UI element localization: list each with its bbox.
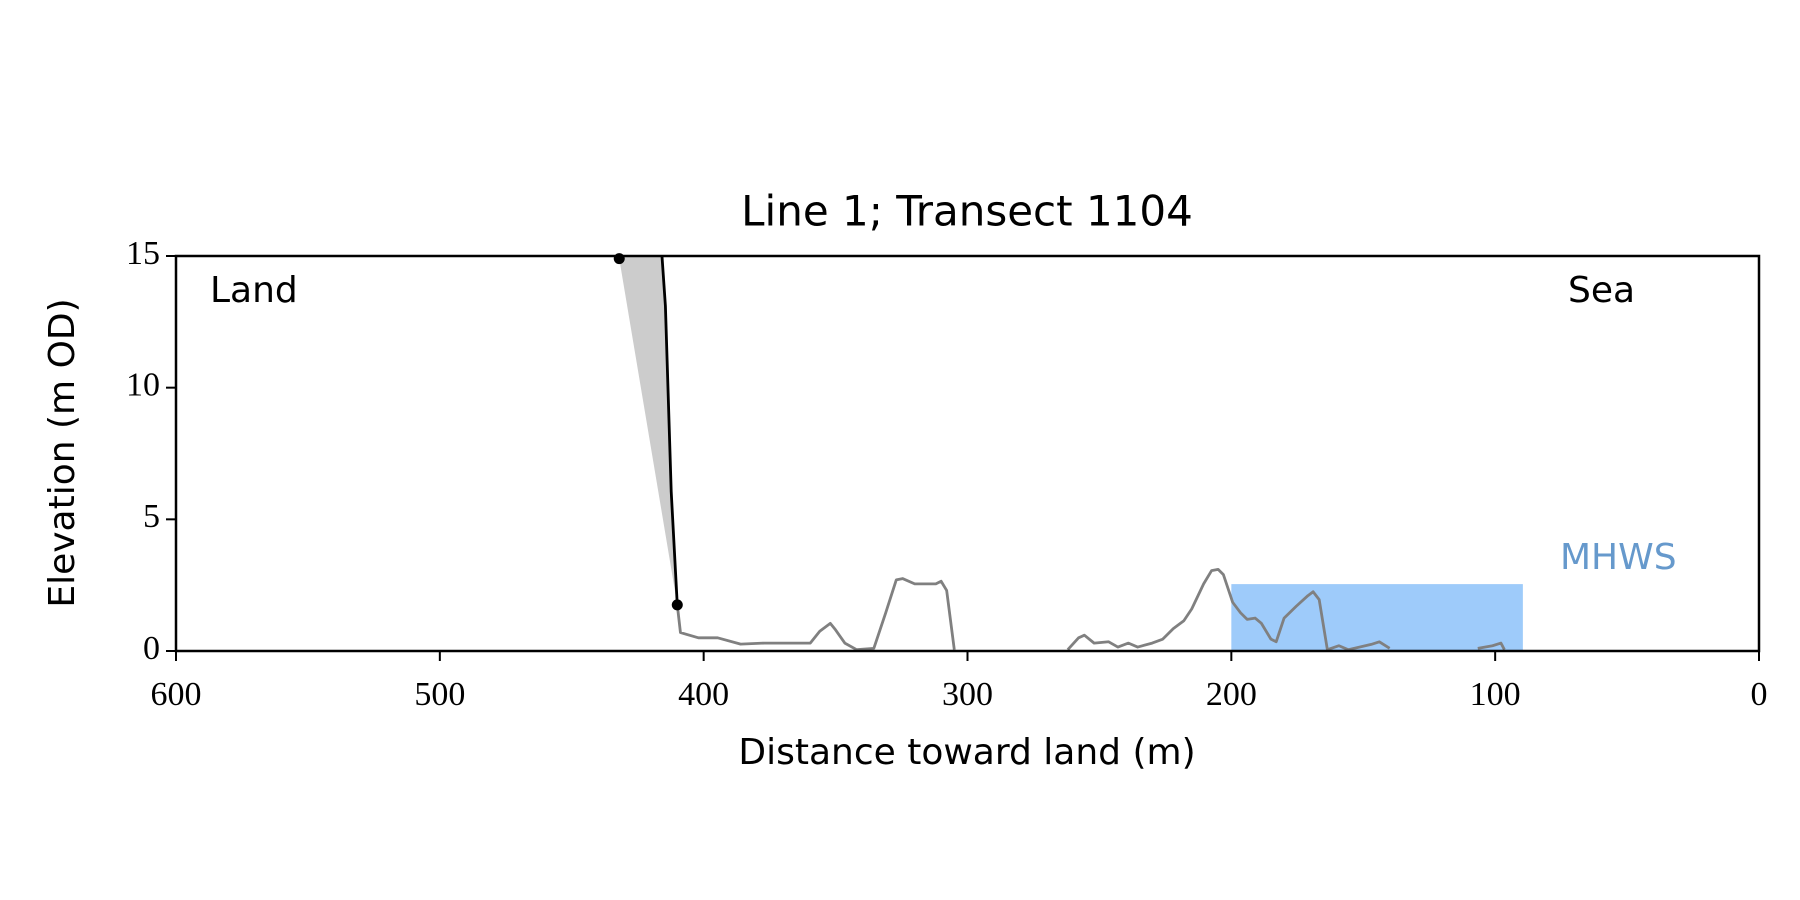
y-tick-label: 15 bbox=[126, 235, 160, 272]
chart-title: Line 1; Transect 1104 bbox=[741, 187, 1193, 236]
cliff-point bbox=[671, 599, 683, 611]
y-tick-label: 5 bbox=[143, 498, 160, 535]
x-tick-label: 500 bbox=[414, 676, 465, 713]
x-tick-label: 400 bbox=[678, 676, 729, 713]
cliff-line bbox=[660, 256, 679, 605]
cliff-point bbox=[613, 253, 625, 265]
y-axis-label: Elevation (m OD) bbox=[42, 298, 83, 607]
cliff-fill bbox=[608, 256, 678, 605]
x-axis-label: Distance toward land (m) bbox=[738, 732, 1195, 773]
x-tick-label: 100 bbox=[1470, 676, 1521, 713]
plot-area bbox=[608, 256, 1523, 651]
x-tick-label: 600 bbox=[151, 676, 202, 713]
annotation: Sea bbox=[1568, 270, 1635, 311]
profile-line bbox=[675, 567, 1506, 651]
annotation: Land bbox=[210, 270, 298, 311]
mhws-band bbox=[1231, 584, 1523, 651]
x-tick-label: 0 bbox=[1751, 676, 1768, 713]
x-tick-label: 300 bbox=[942, 676, 993, 713]
mhws-label: MHWS bbox=[1560, 537, 1677, 578]
x-tick-label: 200 bbox=[1206, 676, 1257, 713]
y-tick-label: 0 bbox=[143, 630, 160, 667]
y-tick-label: 10 bbox=[126, 366, 160, 403]
